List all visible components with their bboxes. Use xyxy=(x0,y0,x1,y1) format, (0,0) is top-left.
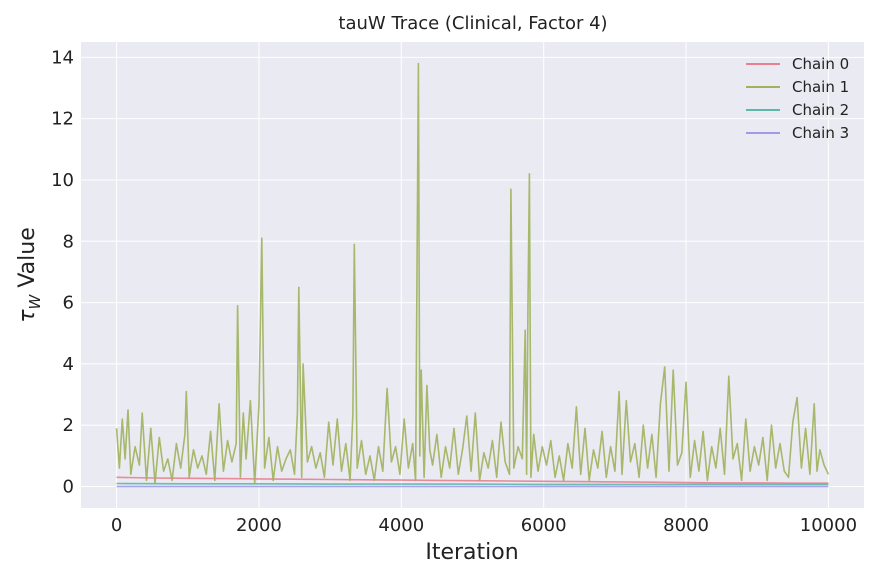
y-tick-label-4: 8 xyxy=(63,231,74,252)
y-tick-label-3: 6 xyxy=(63,293,74,314)
y-tick-label-1: 2 xyxy=(63,415,74,436)
y-axis-title: τW Value xyxy=(15,227,44,323)
series-line-chain-1 xyxy=(115,62,830,485)
tick-labels: 0 2000 4000 6000 8000 10000 0 2 4 6 8 10 12 14 xyxy=(51,47,857,536)
x-tick-label-4: 8000 xyxy=(663,515,709,536)
x-tick-label-2: 4000 xyxy=(378,515,424,536)
legend-label-chain-2: Chain 2 xyxy=(792,101,849,119)
x-tick-label-1: 2000 xyxy=(236,515,282,536)
x-tick-label-0: 0 xyxy=(111,515,122,536)
legend-label-chain-1: Chain 1 xyxy=(792,78,849,96)
y-tick-label-6: 12 xyxy=(51,109,74,130)
series-line-chain-0 xyxy=(116,476,829,485)
series-layer xyxy=(115,62,830,488)
x-axis-title: Iteration xyxy=(425,540,518,565)
y-axis-title-text: Value xyxy=(15,227,40,294)
y-axis-title-subscript: W xyxy=(26,294,44,310)
grid-lines xyxy=(81,42,864,508)
series-line-chain-2 xyxy=(116,482,829,486)
y-tick-label-5: 10 xyxy=(51,170,74,191)
y-tick-label-0: 0 xyxy=(63,477,74,498)
legend-label-chain-0: Chain 0 xyxy=(792,55,849,73)
chart-title: tauW Trace (Clinical, Factor 4) xyxy=(338,13,607,34)
plot-area xyxy=(81,42,864,508)
y-tick-label-2: 4 xyxy=(63,354,74,375)
y-tick-label-7: 14 xyxy=(51,47,74,68)
legend: Chain 0 Chain 1 Chain 2 Chain 3 xyxy=(746,55,849,142)
legend-label-chain-3: Chain 3 xyxy=(792,124,849,142)
y-axis-title-symbol: τ xyxy=(15,309,40,323)
x-tick-label-3: 6000 xyxy=(521,515,567,536)
x-tick-label-5: 10000 xyxy=(800,515,857,536)
